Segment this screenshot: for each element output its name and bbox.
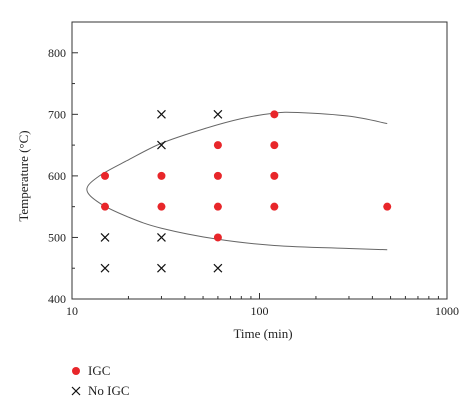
igc-point (270, 110, 279, 119)
igc-point (213, 233, 222, 242)
legend: IGC No IGC (71, 363, 130, 398)
no-igc-point (157, 109, 166, 119)
y-tick-label: 600 (48, 169, 66, 183)
x-tick-label: 100 (251, 304, 269, 318)
igc-point (213, 171, 222, 180)
axis-ticks-layer: 10 100 1000 400 500 600 700 800 (48, 46, 459, 318)
y-tick-label: 700 (48, 107, 66, 121)
no-igc-point (213, 109, 223, 119)
no-igc-point (100, 263, 110, 273)
x-axis-label: Time (min) (233, 326, 292, 341)
no-igc-point (100, 233, 110, 242)
no-igc-point (157, 263, 166, 273)
igc-point (270, 171, 279, 180)
y-tick-label: 400 (48, 292, 66, 306)
no-igc-point (157, 233, 166, 242)
legend-label-igc: IGC (88, 363, 110, 378)
igc-point (101, 171, 110, 180)
igc-point (383, 202, 392, 211)
boundary-curve-layer (86, 111, 388, 251)
data-points-layer (100, 109, 392, 273)
no-igc-point (157, 140, 166, 150)
igc-point (270, 141, 279, 150)
y-tick-label: 500 (48, 230, 66, 244)
no-igc-point-legend (71, 386, 81, 396)
igc-point-legend (72, 367, 80, 375)
x-tick-label: 1000 (435, 304, 459, 318)
igc-point (213, 202, 222, 211)
igc-point (101, 202, 110, 211)
y-tick-label: 800 (48, 46, 66, 60)
legend-label-no-igc: No IGC (88, 383, 130, 398)
igc-point (157, 171, 166, 180)
igc-boundary-curve (86, 111, 388, 251)
igc-point (157, 202, 166, 211)
no-igc-point (213, 263, 223, 273)
x-tick-label: 10 (66, 304, 78, 318)
igc-point (270, 202, 279, 211)
y-axis-label: Temperature (°C) (16, 130, 31, 221)
igc-point (213, 141, 222, 150)
